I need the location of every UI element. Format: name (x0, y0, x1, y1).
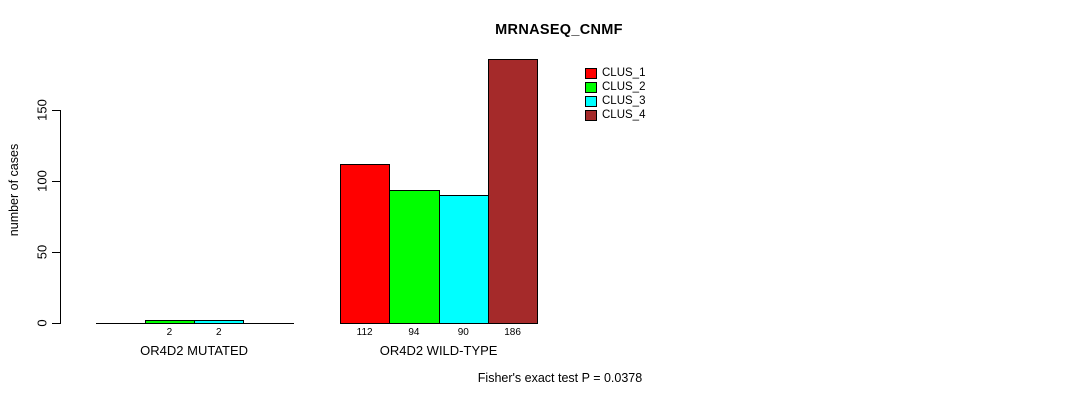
legend-item-clus_3: CLUS_3 (585, 94, 645, 108)
y-axis-tick (52, 110, 60, 111)
legend: CLUS_1 CLUS_2 CLUS_3 CLUS_4 (585, 66, 645, 122)
legend-label: CLUS_4 (602, 109, 646, 121)
legend-item-clus_4: CLUS_4 (585, 108, 645, 122)
bar-clus_2-group2 (389, 190, 440, 324)
y-axis-line (60, 110, 61, 324)
bar-clus_4-group2 (487, 59, 539, 324)
bar-value-label: 94 (408, 327, 420, 338)
x-group-label: OR4D2 MUTATED (140, 343, 249, 358)
legend-swatch-clus_1 (585, 67, 597, 79)
fisher-test-annotation: Fisher's exact test P = 0.0378 (477, 371, 643, 385)
legend-swatch-clus_3 (585, 95, 597, 107)
legend-item-clus_2: CLUS_2 (585, 80, 645, 94)
zero-bar-clus_4-group1 (243, 323, 294, 324)
bar-value-label: 2 (215, 327, 222, 338)
bar-clus_1-group2 (340, 164, 391, 324)
bar-clus_3-group2 (438, 195, 489, 324)
bar-value-label: 90 (457, 327, 469, 338)
y-tick-label: 100 (34, 170, 50, 192)
y-tick-label: 0 (34, 319, 50, 327)
zero-bar-clus_1-group1 (95, 323, 146, 324)
y-axis-tick (52, 323, 60, 324)
y-axis-tick (52, 252, 60, 253)
chart-title: MRNASEQ_CNMF (495, 22, 623, 38)
bar-clus_2-group1 (144, 320, 196, 324)
x-group-label: OR4D2 WILD-TYPE (379, 343, 498, 358)
legend-item-clus_1: CLUS_1 (585, 66, 645, 80)
legend-swatch-clus_4 (585, 109, 597, 121)
bar-value-label: 186 (504, 327, 521, 338)
legend-label: CLUS_2 (602, 81, 646, 93)
legend-swatch-clus_2 (585, 81, 597, 93)
bar-value-label: 2 (166, 327, 173, 338)
y-tick-label: 50 (34, 244, 50, 260)
legend-label: CLUS_1 (602, 67, 646, 79)
legend-label: CLUS_3 (602, 95, 646, 107)
bar-value-label: 112 (356, 327, 373, 338)
y-axis-tick (52, 181, 60, 182)
bar-clus_3-group1 (194, 320, 245, 324)
y-tick-label: 150 (34, 99, 50, 121)
